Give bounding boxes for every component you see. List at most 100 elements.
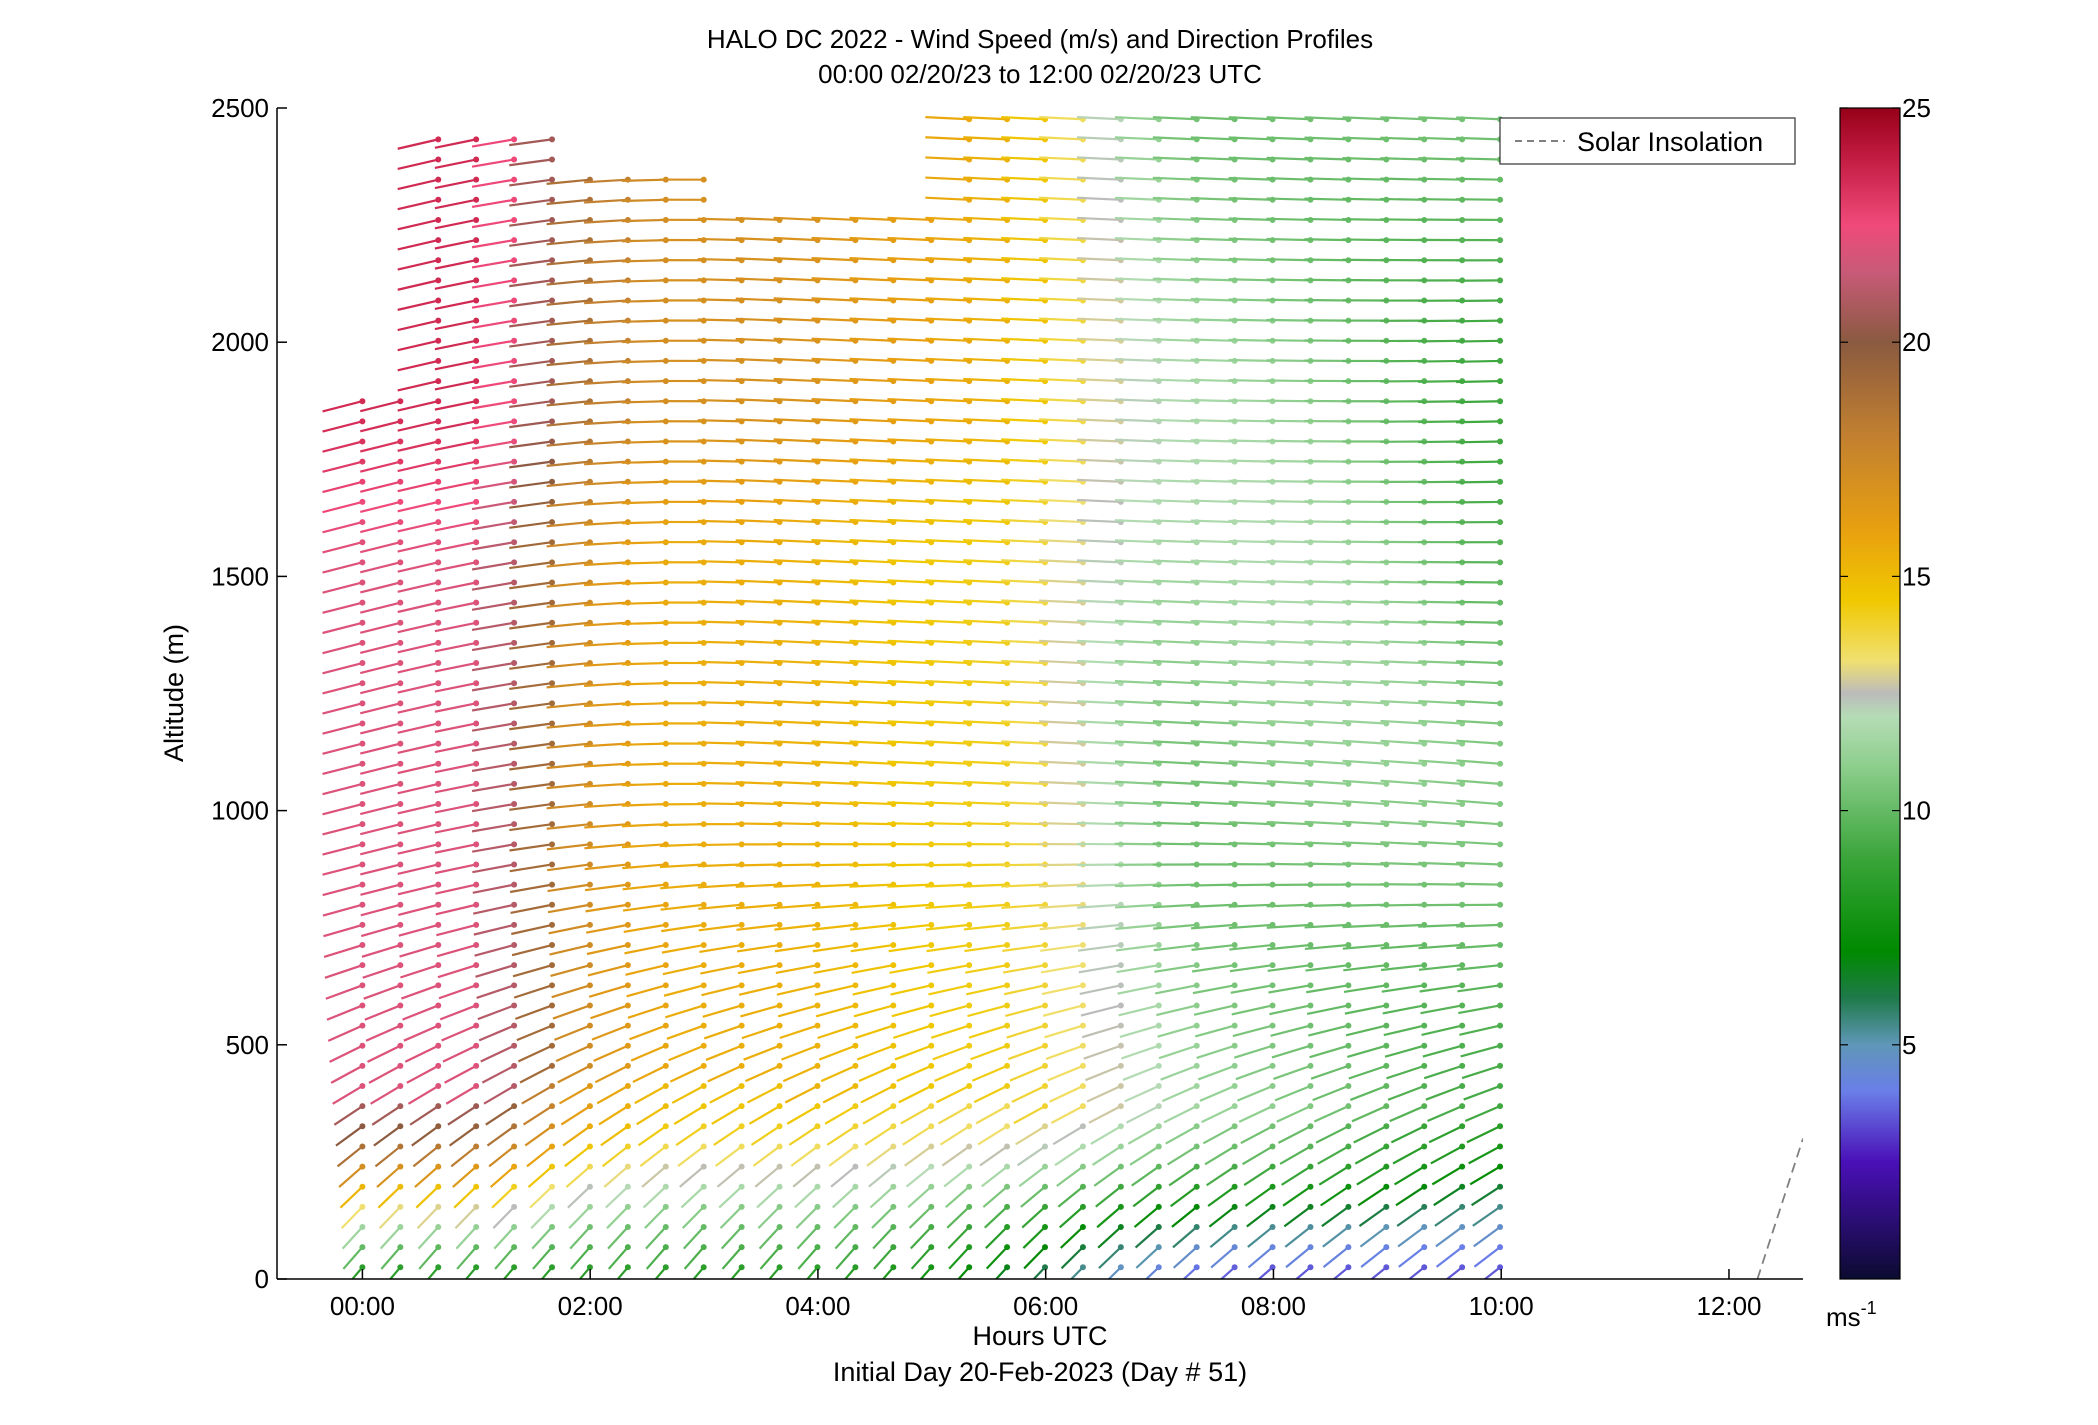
wind-barb-shaft [887, 923, 932, 931]
wind-barb-head [1421, 1062, 1428, 1069]
wind-barb [775, 962, 821, 975]
wind-barb-shaft [549, 943, 591, 956]
wind-barb-shaft [434, 762, 477, 774]
wind-barb-head [1269, 1062, 1276, 1069]
wind-barb-head [1421, 982, 1428, 989]
wind-barb-head [549, 1244, 556, 1251]
wind-barb [434, 519, 480, 532]
wind-barb-shaft [471, 782, 515, 793]
wind-barb-shaft [517, 1044, 553, 1063]
wind-barb-head [435, 639, 442, 646]
wind-barb [471, 458, 518, 470]
wind-barb-head [586, 1062, 593, 1069]
wind-barb-head [1269, 982, 1276, 989]
wind-barb-shaft [835, 1246, 857, 1270]
wind-barb-shaft [1304, 238, 1349, 242]
wind-barb-shaft [1228, 883, 1273, 887]
wind-barb-head [549, 1042, 556, 1049]
wind-barb-shaft [397, 138, 439, 150]
wind-barb-shaft [925, 377, 970, 383]
wind-barb-shaft [697, 439, 742, 443]
wind-barb-shaft [735, 700, 780, 705]
wind-barb-head [397, 478, 404, 485]
wind-barb [634, 1083, 669, 1105]
wind-barb [644, 1203, 669, 1229]
wind-barb-shaft [471, 158, 515, 168]
wind-barb-shaft [359, 561, 401, 574]
wind-barb-shaft [634, 1085, 667, 1105]
wind-barb [509, 176, 556, 187]
wind-barb-shaft [621, 782, 666, 787]
wind-barb-shaft [1152, 398, 1197, 403]
wind-barb [927, 962, 973, 974]
wind-barb-shaft [509, 722, 553, 731]
wind-barb-shaft [811, 579, 856, 584]
wind-barb-shaft [925, 438, 970, 443]
wind-barb-shaft [735, 237, 780, 242]
wind-barb [630, 1042, 669, 1062]
wind-barb [434, 780, 480, 794]
wind-barb-head [359, 1264, 366, 1271]
wind-barb-shaft [887, 538, 932, 544]
wind-barb [758, 1224, 783, 1250]
wind-barb [925, 901, 973, 910]
wind-barb-shaft [639, 1145, 667, 1168]
wind-barb [569, 1224, 593, 1250]
wind-barb-shaft [1001, 822, 1046, 826]
wind-barb [434, 660, 480, 673]
wind-barb-head [852, 982, 859, 989]
wind-barb-head [662, 1183, 669, 1190]
wind-barb [434, 196, 480, 210]
wind-barb-shaft [909, 1226, 933, 1250]
wind-barb-head [1117, 962, 1124, 969]
wind-barb-shaft [546, 762, 591, 770]
wind-barb-head [549, 1103, 556, 1110]
wind-barb-shaft [621, 218, 666, 223]
wind-barb-shaft [584, 843, 628, 850]
wind-barb-shaft [434, 178, 477, 190]
wind-barb-shaft [887, 700, 932, 705]
wind-barb-shaft [1190, 459, 1235, 463]
wind-barb-head [397, 519, 404, 526]
wind-barb-shaft [818, 1044, 856, 1061]
wind-barb [360, 921, 404, 938]
wind-barb-head [700, 1183, 707, 1190]
wind-barb-shaft [397, 621, 439, 634]
wind-barb-head [966, 1103, 973, 1110]
wind-barb-shaft [588, 984, 629, 998]
wind-barb-shaft [1006, 1024, 1046, 1039]
wind-barb [720, 1224, 745, 1250]
wind-barb-shaft [811, 297, 856, 302]
wind-barb [926, 942, 973, 953]
wind-barb-shaft [849, 619, 894, 624]
wind-barb-shaft [735, 216, 780, 222]
wind-barb-head [928, 1244, 935, 1251]
wind-barb-head [359, 841, 366, 848]
wind-barb-head [511, 962, 518, 969]
wind-barb-shaft [779, 1024, 818, 1040]
wind-barb-head [397, 921, 404, 928]
wind-barb-head [966, 1244, 973, 1251]
wind-barb-shaft [709, 1085, 743, 1104]
wind-barb-shaft [359, 682, 401, 695]
wind-barb-head [359, 1224, 366, 1231]
wind-barb [856, 1042, 897, 1061]
wind-barb-head [700, 1022, 707, 1029]
wind-barb-shaft [471, 259, 515, 269]
wind-barb-shaft [378, 1206, 402, 1229]
wind-barb-head [473, 901, 480, 908]
wind-barb-shaft [485, 1105, 515, 1126]
wind-barb-shaft [1228, 439, 1273, 443]
wind-barb-shaft [849, 760, 894, 765]
wind-barb-shaft [811, 216, 856, 222]
wind-barb-shaft [398, 923, 439, 937]
wind-barb-head [549, 398, 556, 405]
wind-barb-head [473, 1103, 480, 1110]
wind-barb [898, 1083, 935, 1104]
wind-barb-shaft [773, 883, 818, 888]
wind-barb-shaft [632, 1064, 667, 1083]
wind-barb-shaft [853, 1004, 894, 1018]
wind-barb-shaft [509, 621, 553, 630]
wind-barb-head [1042, 942, 1049, 949]
wind-barb [822, 1083, 859, 1104]
